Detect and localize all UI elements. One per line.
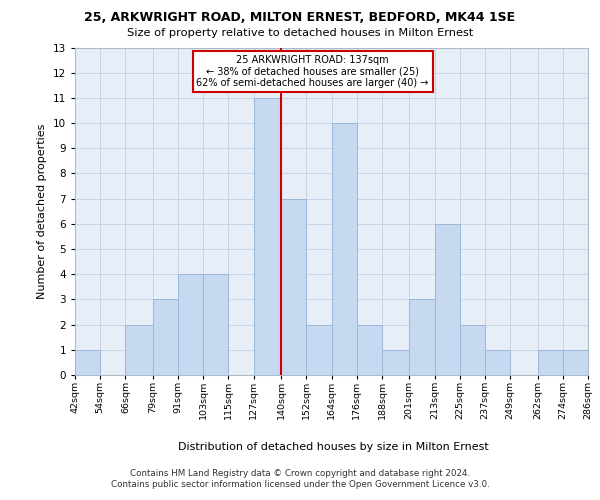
- Bar: [125, 324, 153, 375]
- Bar: [331, 123, 357, 375]
- Bar: [409, 300, 434, 375]
- Bar: [75, 350, 100, 375]
- Text: Distribution of detached houses by size in Milton Ernest: Distribution of detached houses by size …: [178, 442, 488, 452]
- Bar: [563, 350, 588, 375]
- Bar: [485, 350, 510, 375]
- Y-axis label: Number of detached properties: Number of detached properties: [37, 124, 47, 299]
- Bar: [382, 350, 409, 375]
- Bar: [538, 350, 563, 375]
- Bar: [254, 98, 281, 375]
- Text: 25, ARKWRIGHT ROAD, MILTON ERNEST, BEDFORD, MK44 1SE: 25, ARKWRIGHT ROAD, MILTON ERNEST, BEDFO…: [85, 11, 515, 24]
- Text: Contains public sector information licensed under the Open Government Licence v3: Contains public sector information licen…: [110, 480, 490, 489]
- Bar: [434, 224, 460, 375]
- Bar: [203, 274, 229, 375]
- Bar: [460, 324, 485, 375]
- Text: 25 ARKWRIGHT ROAD: 137sqm
← 38% of detached houses are smaller (25)
62% of semi-: 25 ARKWRIGHT ROAD: 137sqm ← 38% of detac…: [196, 55, 429, 88]
- Text: Contains HM Land Registry data © Crown copyright and database right 2024.: Contains HM Land Registry data © Crown c…: [130, 469, 470, 478]
- Bar: [357, 324, 382, 375]
- Bar: [153, 300, 178, 375]
- Bar: [306, 324, 332, 375]
- Text: Size of property relative to detached houses in Milton Ernest: Size of property relative to detached ho…: [127, 28, 473, 38]
- Bar: [281, 198, 306, 375]
- Bar: [178, 274, 203, 375]
